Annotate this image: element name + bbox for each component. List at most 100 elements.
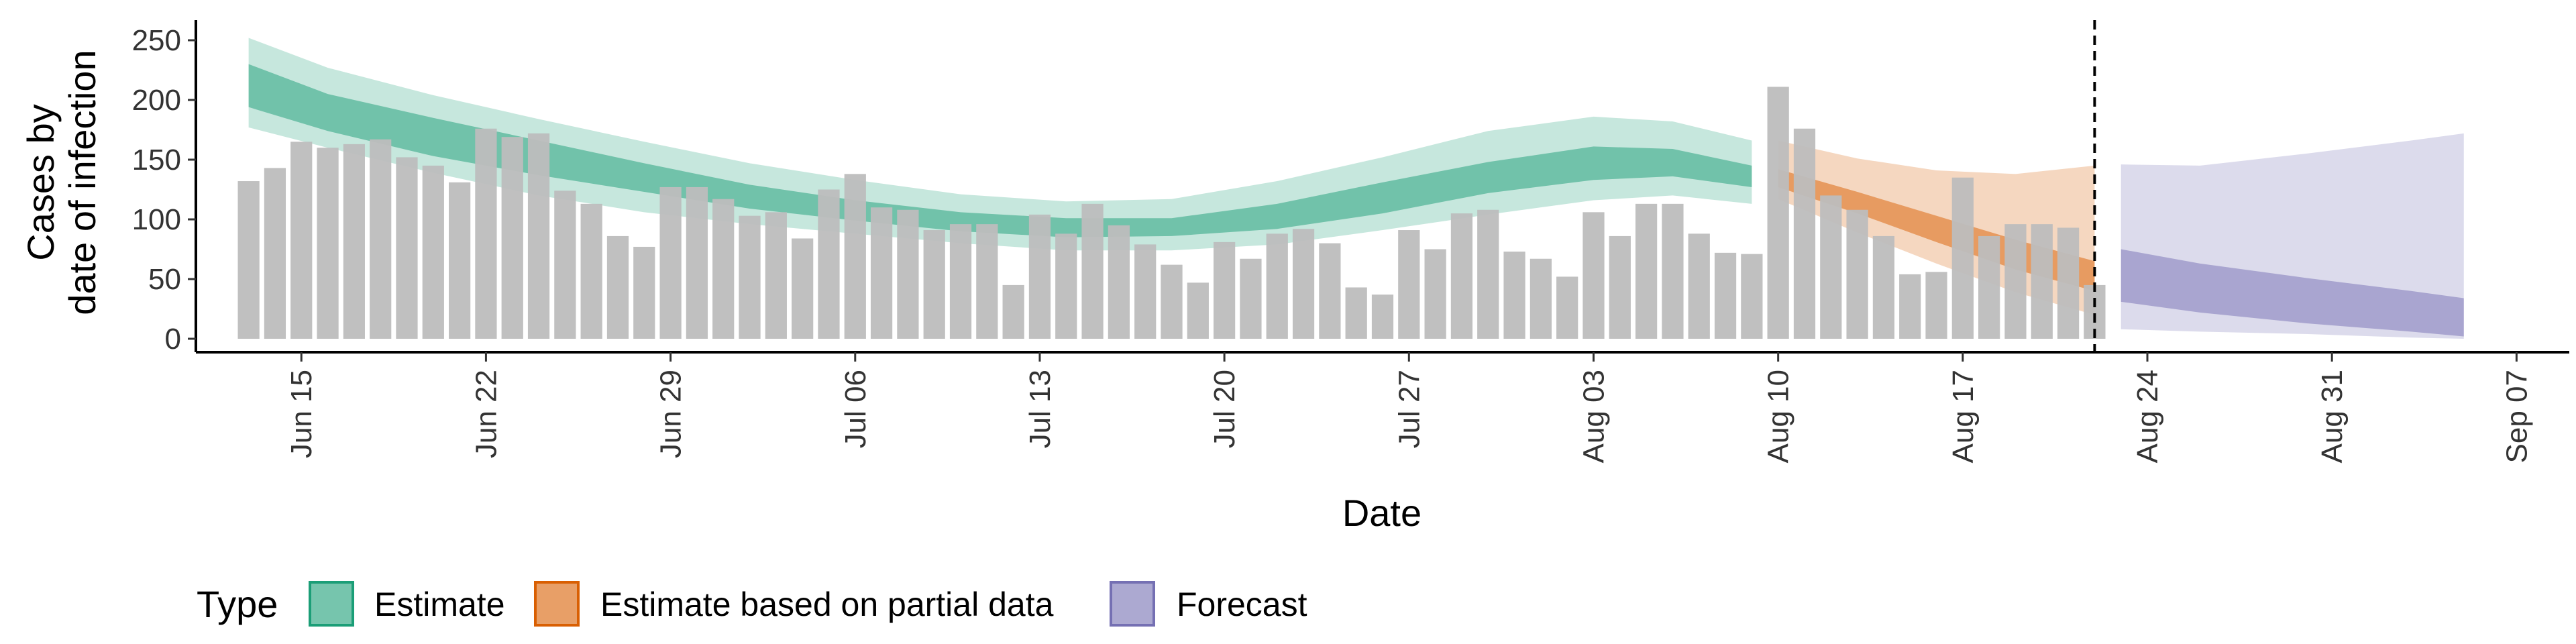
y-tick-label: 150 xyxy=(132,144,181,176)
case-bar xyxy=(659,186,682,339)
x-tick-label: Jul 13 xyxy=(1024,370,1057,448)
y-tick-label: 250 xyxy=(132,24,181,57)
case-bar xyxy=(1899,274,1921,339)
x-tick-label: Aug 24 xyxy=(2131,370,2164,463)
case-bar xyxy=(1450,213,1473,339)
case-bar xyxy=(897,209,919,339)
x-tick-label: Jun 15 xyxy=(285,370,318,458)
x-tick-label: Jul 20 xyxy=(1208,370,1241,448)
case-bar xyxy=(1424,249,1446,339)
case-bar xyxy=(923,230,945,339)
case-bar xyxy=(870,207,893,339)
case-bar xyxy=(1925,272,1947,339)
x-tick-label: Jul 27 xyxy=(1393,370,1426,448)
forecast-inner-band xyxy=(2121,249,2464,337)
case-bar xyxy=(1951,177,1974,339)
x-axis-title: Date xyxy=(1342,492,1421,534)
case-bar xyxy=(1161,264,1183,339)
x-ticks: Jun 15 Jun 22 Jun 29 Jul 06 Jul 13 Jul 20 Jul … xyxy=(285,352,2533,463)
case-bar xyxy=(1662,203,1684,339)
case-bar xyxy=(1872,235,1895,339)
estimate-inner-band xyxy=(248,64,1752,237)
case-bar xyxy=(686,186,708,339)
case-bar xyxy=(844,174,866,339)
case-bar xyxy=(1477,209,1499,339)
case-bar xyxy=(264,168,286,339)
case-bar xyxy=(1793,128,1816,339)
x-tick-label: Sep 07 xyxy=(2500,370,2533,463)
case-bar xyxy=(1108,225,1130,339)
legend-title: Type xyxy=(197,583,278,625)
legend: Type Estimate Estimate based on partial … xyxy=(197,581,1307,627)
case-bar xyxy=(1635,203,1658,339)
x-tick-label: Aug 17 xyxy=(1947,370,1980,463)
legend-swatch-partial-estimate xyxy=(534,581,580,627)
case-bar xyxy=(1134,244,1157,339)
case-bar xyxy=(1398,230,1420,339)
case-bar xyxy=(1503,252,1525,339)
case-bar xyxy=(1529,258,1552,339)
y-tick-label: 50 xyxy=(148,263,181,296)
x-tick-label: Aug 10 xyxy=(1762,370,1795,463)
x-tick-label: Jun 29 xyxy=(655,370,688,458)
bar-layer xyxy=(237,87,2106,339)
x-tick-label: Jun 22 xyxy=(470,370,502,458)
y-tick-label: 0 xyxy=(165,323,181,356)
case-bar xyxy=(1081,203,1104,339)
case-bar xyxy=(1292,229,1315,339)
case-bar xyxy=(1319,243,1341,339)
case-bar xyxy=(633,246,655,339)
case-bar xyxy=(2031,224,2053,339)
legend-label-estimate: Estimate xyxy=(374,586,505,623)
y-axis-title: Cases by date of infection xyxy=(19,50,103,315)
x-tick-label: Jul 06 xyxy=(839,370,872,448)
case-bar xyxy=(422,165,444,339)
case-bar xyxy=(2004,224,2027,339)
case-bar xyxy=(1055,233,1077,339)
case-bar xyxy=(1240,258,1262,339)
case-bar xyxy=(949,224,972,339)
legend-swatch-estimate xyxy=(309,581,354,627)
case-bar xyxy=(580,203,602,339)
legend-swatch-forecast xyxy=(1110,581,1155,627)
y-ticks: 0 50 100 150 200 250 xyxy=(132,24,196,356)
case-bar xyxy=(290,142,313,339)
case-bar xyxy=(475,128,497,339)
x-tick-label: Aug 03 xyxy=(1577,370,1610,463)
case-bar xyxy=(501,137,523,339)
case-bar xyxy=(317,148,339,339)
case-bar xyxy=(712,199,735,339)
case-bar xyxy=(1714,252,1737,339)
case-bar xyxy=(370,139,392,339)
y-tick-label: 100 xyxy=(132,203,181,236)
case-bar xyxy=(396,157,418,339)
case-bar xyxy=(792,238,814,339)
case-bar xyxy=(1345,287,1367,339)
case-bar xyxy=(237,181,260,339)
y-axis-title-line-1: Cases by xyxy=(19,104,62,260)
case-bar xyxy=(1820,195,1842,339)
case-bar xyxy=(1688,233,1710,339)
y-axis-title-line-2: date of infection xyxy=(61,50,103,315)
case-bar xyxy=(1028,214,1051,339)
y-tick-label: 200 xyxy=(132,84,181,117)
case-bar xyxy=(554,191,576,339)
case-bar xyxy=(1187,282,1209,339)
case-bar xyxy=(343,144,365,339)
case-bar xyxy=(1741,254,1763,339)
case-bar xyxy=(1266,233,1288,339)
case-bar xyxy=(1002,284,1024,339)
legend-label-partial-estimate: Estimate based on partial data xyxy=(600,586,1054,623)
case-bar xyxy=(818,189,840,339)
case-bar xyxy=(1371,294,1394,339)
case-bar xyxy=(1214,241,1236,339)
case-bar xyxy=(1846,209,1868,339)
axes-layer xyxy=(195,20,2569,354)
x-tick-label: Aug 31 xyxy=(2316,370,2349,463)
case-bar xyxy=(739,215,761,339)
case-bar xyxy=(1582,212,1605,339)
case-bar xyxy=(976,224,998,339)
case-bar xyxy=(1556,276,1578,339)
case-bar xyxy=(448,182,471,339)
